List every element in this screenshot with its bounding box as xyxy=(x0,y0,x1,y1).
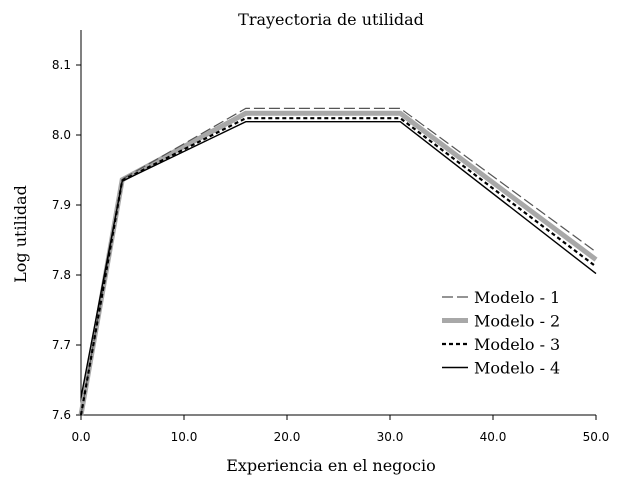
y-tick-label: 7.8 xyxy=(52,268,71,282)
y-tick-label: 8.0 xyxy=(52,128,71,142)
y-tick-label: 7.7 xyxy=(52,338,71,352)
axes: 7.6 7.7 7.8 7.9 8.0 8.1 0.0 10.0 20.0 30.0 40.0 50.… xyxy=(52,30,609,444)
x-tick-label: 20.0 xyxy=(274,430,301,444)
x-tick-label: 40.0 xyxy=(480,430,507,444)
legend-label-modelo-2: Modelo - 2 xyxy=(474,312,560,331)
chart-title: Trayectoria de utilidad xyxy=(238,10,424,29)
x-tick-label: 10.0 xyxy=(171,430,198,444)
legend-label-modelo-3: Modelo - 3 xyxy=(474,335,560,354)
y-axis-label: Log utilidad xyxy=(11,185,30,283)
x-tick-label: 0.0 xyxy=(71,430,90,444)
x-tick-label: 30.0 xyxy=(377,430,404,444)
series-line-modelo-4 xyxy=(80,120,597,398)
legend-label-modelo-1: Modelo - 1 xyxy=(474,288,560,307)
legend: Modelo - 1 Modelo - 2 Modelo - 3 Modelo - 4 xyxy=(442,288,560,378)
series-line-modelo-1 xyxy=(80,107,597,416)
legend-label-modelo-4: Modelo - 4 xyxy=(474,359,560,378)
y-tick-label: 7.6 xyxy=(52,408,71,422)
y-tick-label: 8.1 xyxy=(52,58,71,72)
series-layer xyxy=(78,107,598,416)
x-tick-label: 50.0 xyxy=(583,430,610,444)
x-axis-label: Experiencia en el negocio xyxy=(226,456,436,475)
y-tick-label: 7.9 xyxy=(52,198,71,212)
series-line-modelo-3 xyxy=(79,117,597,416)
